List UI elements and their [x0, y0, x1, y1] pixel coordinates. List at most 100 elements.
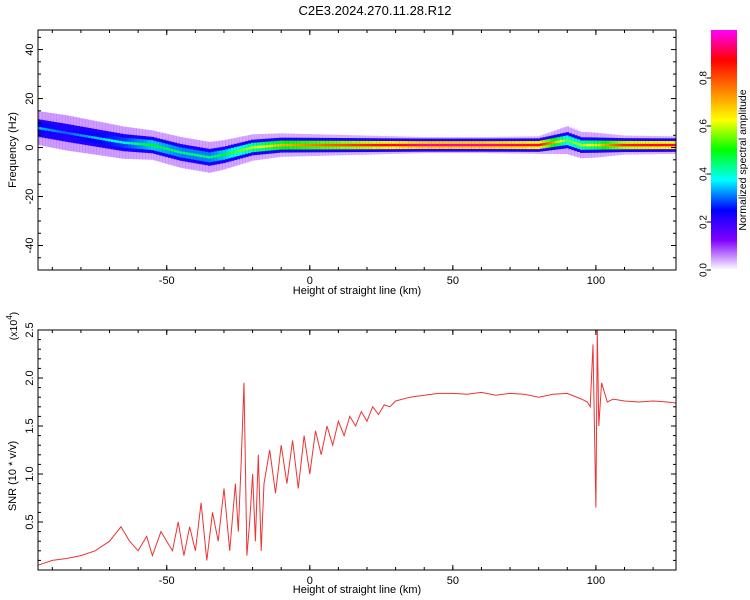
- y-axis-label: Frequency (Hz): [7, 112, 19, 188]
- heat-cell: [628, 143, 632, 147]
- heat-cell: [316, 143, 321, 147]
- heat-cell: [179, 151, 183, 154]
- heat-cell: [133, 142, 137, 145]
- heat-cell: [654, 143, 658, 147]
- spectrogram-panel: -50 0 50 100 -40 -20 0 20 40 Height of straight l…: [7, 29, 677, 297]
- heat-cell: [276, 144, 281, 147]
- heat-cell: [250, 146, 255, 149]
- heat-cell: [38, 126, 40, 130]
- y-tick-label: -20: [24, 189, 36, 205]
- heat-cell: [562, 139, 567, 142]
- heat-cell: [130, 142, 135, 145]
- y-scale-factor: (x104): [5, 312, 20, 340]
- heat-cell: [302, 143, 306, 147]
- heat-cell: [365, 143, 369, 147]
- heat-cell: [582, 143, 587, 147]
- x-tick-label: -50: [159, 275, 175, 287]
- heat-cell: [73, 133, 77, 136]
- heat-cell: [588, 143, 592, 147]
- x-axis-label: Height of straight line (km): [293, 285, 421, 297]
- heat-cell: [242, 148, 246, 151]
- heat-cell: [571, 140, 575, 144]
- heat-cell: [127, 141, 132, 145]
- heat-cell: [637, 143, 641, 147]
- y-tick-label: 1.0: [24, 466, 36, 481]
- heat-cell: [105, 138, 109, 141]
- heat-cell: [62, 131, 66, 134]
- heat-cell: [262, 145, 266, 148]
- heat-cell: [142, 143, 146, 146]
- x-tick-label: 0: [307, 575, 313, 587]
- heat-cell: [288, 143, 292, 147]
- heat-cell: [579, 143, 584, 147]
- heat-cell: [219, 154, 223, 157]
- heat-cell: [268, 144, 272, 148]
- chart-title: C2E3.2024.270.11.28.R12: [298, 3, 452, 18]
- heat-cell: [479, 143, 484, 147]
- heat-cell: [325, 143, 329, 147]
- heat-cell: [371, 143, 375, 147]
- heat-cell: [322, 143, 326, 147]
- heat-cell: [331, 143, 335, 147]
- heat-cell: [465, 143, 469, 147]
- heat-cell: [539, 143, 544, 146]
- heat-cell: [190, 153, 195, 156]
- heat-cell: [202, 155, 206, 158]
- heat-cell: [328, 143, 332, 147]
- y-tick-label: 1.5: [24, 418, 36, 433]
- heat-cell: [600, 143, 604, 147]
- heat-cell: [640, 143, 644, 147]
- heat-cell: [199, 154, 203, 158]
- heat-cell: [319, 143, 323, 147]
- heat-cell: [459, 143, 464, 147]
- heat-cell: [205, 155, 209, 159]
- heat-cell: [471, 143, 475, 147]
- heat-cell: [256, 145, 260, 149]
- y-axis-label: SNR (10 * v/v): [7, 441, 19, 511]
- heat-cell: [431, 143, 435, 147]
- heat-cell: [279, 143, 283, 147]
- heat-cell: [47, 128, 52, 132]
- heat-cell: [87, 135, 92, 138]
- snr-panel: -50 0 50 100 0.5 1.0 1.5 2.0 2.5 Height of straig…: [5, 312, 677, 596]
- heat-cell: [70, 132, 75, 136]
- heat-cell: [305, 143, 309, 147]
- y-tick-label: 2.0: [24, 370, 36, 385]
- colorbar-tick-label: 0.8: [699, 71, 710, 85]
- y-tick-label: 0: [24, 144, 36, 150]
- heat-cell: [657, 143, 661, 147]
- heat-cell: [422, 143, 426, 147]
- heat-cell: [517, 143, 521, 147]
- heat-cell: [508, 143, 512, 147]
- heat-cell: [651, 143, 655, 147]
- heat-cell: [419, 143, 424, 147]
- heat-cell: [119, 140, 123, 144]
- heat-cell: [405, 143, 409, 147]
- heat-cell: [568, 139, 572, 143]
- heat-cell: [505, 143, 509, 147]
- heat-cell: [93, 136, 97, 139]
- heat-cell: [162, 146, 166, 150]
- heat-cell: [436, 143, 441, 147]
- colorbar-tick-label: 0.0: [699, 263, 710, 277]
- heat-cell: [482, 143, 487, 147]
- heat-cell: [182, 151, 186, 155]
- colorbar-tick-label: 0.2: [699, 215, 710, 229]
- heat-cell: [385, 143, 389, 147]
- heat-cell: [631, 143, 635, 147]
- heat-cell: [671, 143, 675, 147]
- heat-cell: [454, 143, 458, 147]
- heat-cell: [634, 143, 638, 147]
- colorbar-tick-label: 0.4: [699, 167, 710, 181]
- heat-cell: [514, 143, 518, 147]
- heat-cell: [373, 143, 378, 147]
- heat-cell: [339, 143, 343, 147]
- heat-cell: [414, 143, 418, 147]
- heat-cell: [39, 127, 43, 130]
- plot-frame: [37, 329, 677, 571]
- heat-cell: [222, 153, 226, 157]
- heat-cell: [176, 150, 180, 153]
- heat-cell: [285, 143, 289, 147]
- heat-cell: [351, 143, 355, 147]
- heat-cell: [308, 143, 312, 147]
